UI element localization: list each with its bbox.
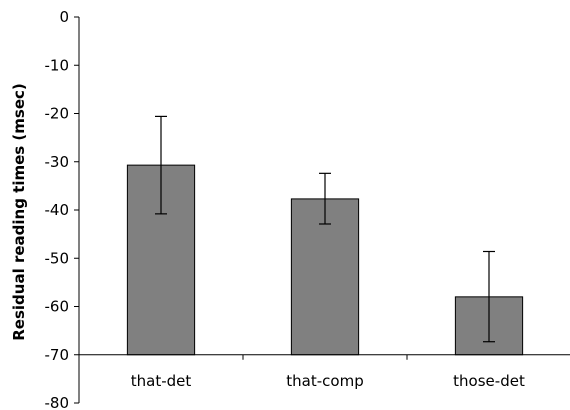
error-bar-that-comp bbox=[319, 172, 331, 225]
y-tick-label: -40 bbox=[45, 201, 70, 219]
y-tick-label: -20 bbox=[45, 105, 70, 123]
y-tick-label: -50 bbox=[45, 249, 70, 267]
y-tick-label: -70 bbox=[45, 346, 70, 364]
y-tick-label: -10 bbox=[45, 56, 70, 74]
y-tick-label: 0 bbox=[59, 8, 69, 26]
y-tick-label: -60 bbox=[45, 298, 70, 316]
error-bars bbox=[155, 115, 495, 343]
category-label-that-comp: that-comp bbox=[286, 372, 363, 390]
y-axis-ticks: 0 -10 -20 -30 -40 -50 -60 -70 -80 bbox=[45, 8, 79, 410]
category-labels: that-det that-comp those-det bbox=[131, 372, 525, 390]
y-tick-label: -80 bbox=[45, 394, 70, 410]
error-bar-those-det bbox=[483, 250, 495, 343]
axes bbox=[78, 17, 570, 403]
y-axis-title: Residual reading times (msec) bbox=[10, 83, 28, 341]
category-label-that-det: that-det bbox=[131, 372, 192, 390]
y-tick-label: -30 bbox=[45, 153, 70, 171]
error-bar-that-det bbox=[155, 115, 167, 215]
category-label-those-det: those-det bbox=[453, 372, 525, 390]
